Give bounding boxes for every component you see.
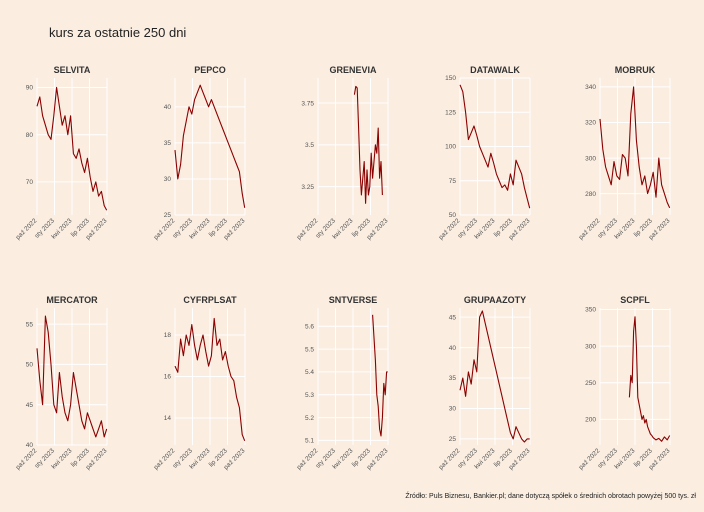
price-line-scpfl bbox=[628, 316, 671, 442]
price-line-sntverse bbox=[372, 314, 388, 437]
page-title: kurs za ostatnie 250 dni bbox=[49, 25, 187, 40]
price-line-datawalk bbox=[459, 84, 531, 209]
y-tick-label: 50 bbox=[26, 362, 34, 369]
y-tick-label: 200 bbox=[585, 417, 596, 424]
panel-title: GRUPAAZOTY bbox=[464, 295, 526, 305]
y-tick-label: 30 bbox=[164, 176, 172, 183]
y-tick-label: 300 bbox=[585, 155, 596, 162]
y-tick-label: 320 bbox=[585, 120, 596, 127]
y-tick-label: 18 bbox=[164, 332, 172, 339]
y-tick-label: 55 bbox=[26, 321, 34, 328]
y-tick-label: 5.3 bbox=[305, 392, 314, 399]
y-tick-label: 280 bbox=[585, 191, 596, 198]
y-tick-label: 14 bbox=[164, 415, 172, 422]
y-tick-label: 350 bbox=[585, 307, 596, 314]
source-note: Źródło: Puls Biznesu, Bankier.pl; dane d… bbox=[405, 493, 696, 500]
panel-title: MERCATOR bbox=[46, 295, 98, 305]
y-tick-label: 250 bbox=[585, 380, 596, 387]
panel-title: SNTVERSE bbox=[329, 295, 378, 305]
y-tick-label: 3.25 bbox=[301, 184, 314, 191]
price-line-grenevia bbox=[353, 85, 383, 204]
panel-title: CYFRPLSAT bbox=[183, 295, 237, 305]
price-line-mercator bbox=[36, 315, 108, 438]
y-tick-label: 80 bbox=[26, 132, 34, 139]
y-tick-label: 30 bbox=[449, 406, 457, 413]
y-tick-label: 40 bbox=[26, 442, 34, 449]
price-line-pepco bbox=[174, 84, 246, 208]
y-tick-label: 45 bbox=[449, 314, 457, 321]
panel-title: DATAWALK bbox=[470, 65, 520, 75]
y-tick-label: 125 bbox=[445, 109, 456, 116]
panel-title: GRENEVIA bbox=[329, 65, 377, 75]
y-tick-label: 150 bbox=[445, 75, 456, 82]
panel-title: SELVITA bbox=[54, 65, 91, 75]
y-tick-label: 35 bbox=[449, 375, 457, 382]
panel-title: MOBRUK bbox=[615, 65, 656, 75]
price-line-selvita bbox=[36, 86, 108, 211]
price-line-mobruk bbox=[599, 86, 671, 209]
y-tick-label: 340 bbox=[585, 84, 596, 91]
y-tick-label: 90 bbox=[26, 85, 34, 92]
y-tick-label: 5.2 bbox=[305, 415, 314, 422]
y-tick-label: 25 bbox=[164, 212, 172, 219]
y-tick-label: 5.6 bbox=[305, 323, 314, 330]
price-line-grupaazoty bbox=[459, 310, 530, 443]
y-tick-label: 40 bbox=[449, 345, 457, 352]
y-tick-label: 3.5 bbox=[305, 142, 314, 149]
y-tick-label: 35 bbox=[164, 140, 172, 147]
panel-title: SCPFL bbox=[620, 295, 650, 305]
panel-title: PEPCO bbox=[194, 65, 226, 75]
y-tick-label: 40 bbox=[164, 104, 172, 111]
y-tick-label: 50 bbox=[449, 212, 457, 219]
y-tick-label: 5.4 bbox=[305, 369, 314, 376]
y-tick-label: 75 bbox=[449, 178, 457, 185]
y-tick-label: 45 bbox=[26, 402, 34, 409]
y-tick-label: 5.1 bbox=[305, 438, 314, 445]
y-tick-label: 3.75 bbox=[301, 100, 314, 107]
price-line-cyfrplsat bbox=[174, 317, 246, 442]
y-tick-label: 5.5 bbox=[305, 346, 314, 353]
y-tick-label: 100 bbox=[445, 144, 456, 151]
y-tick-label: 16 bbox=[164, 374, 172, 381]
y-tick-label: 300 bbox=[585, 343, 596, 350]
y-tick-label: 25 bbox=[449, 436, 457, 443]
y-tick-label: 70 bbox=[26, 179, 34, 186]
